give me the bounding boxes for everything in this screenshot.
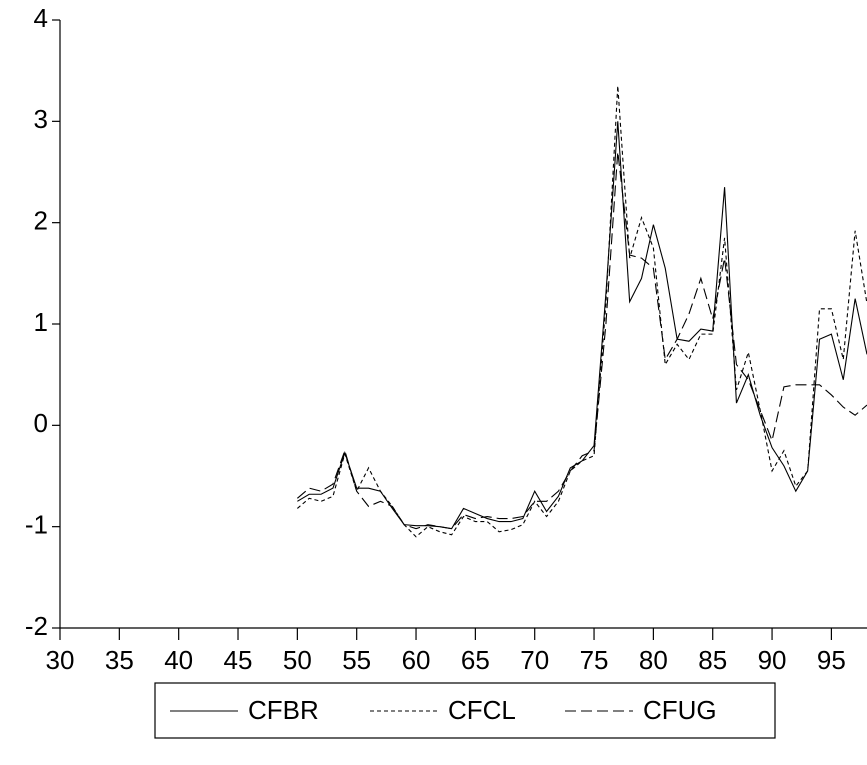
series-line: [296, 151, 867, 530]
legend-label: CFCL: [448, 695, 516, 725]
series-line: [297, 121, 867, 530]
x-tick-label: 95: [817, 645, 846, 675]
x-tick-label: 75: [580, 645, 609, 675]
y-tick-label: 0: [34, 408, 48, 438]
y-tick-label: 1: [34, 307, 48, 337]
legend-box: [154, 682, 776, 739]
x-tick-label: 55: [342, 645, 371, 675]
x-tick-label: 30: [46, 645, 75, 675]
legend-label: CFUG: [643, 695, 717, 725]
x-tick-label: 60: [402, 645, 431, 675]
x-tick-label: 70: [520, 645, 549, 675]
x-tick-label: 35: [105, 645, 134, 675]
x-tick-label: 80: [639, 645, 668, 675]
x-tick-label: 50: [283, 645, 312, 675]
y-tick-label: -2: [25, 611, 48, 641]
y-tick-label: -1: [25, 510, 48, 540]
y-tick-label: 4: [34, 3, 48, 33]
x-tick-label: 40: [164, 645, 193, 675]
x-tick-label: 85: [698, 645, 727, 675]
y-tick-label: 3: [34, 104, 48, 134]
legend-label: CFBR: [248, 695, 319, 725]
x-tick-label: 45: [224, 645, 253, 675]
x-tick-label: 90: [758, 645, 787, 675]
x-tick-label: 65: [461, 645, 490, 675]
y-tick-label: 2: [34, 206, 48, 236]
series-line: [296, 85, 867, 538]
